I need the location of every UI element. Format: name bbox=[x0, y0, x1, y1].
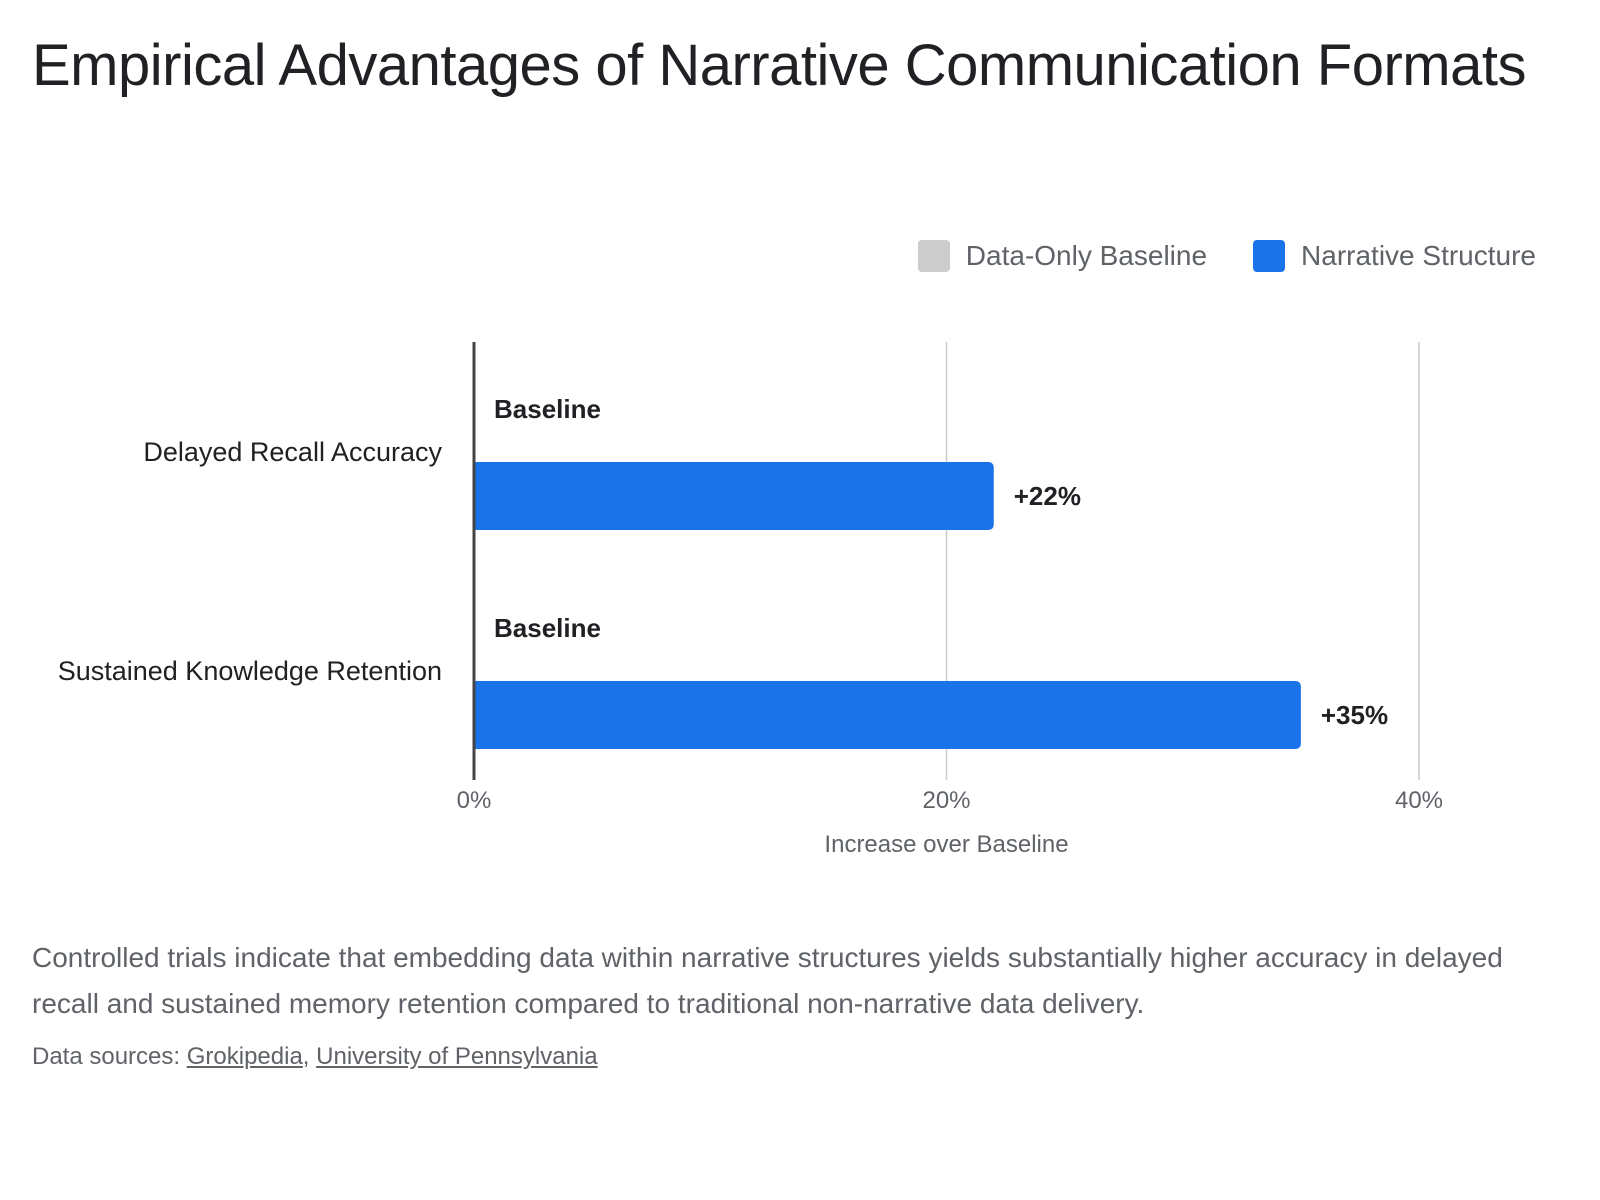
x-tick-label-1: 20% bbox=[922, 787, 970, 814]
narrative-bar-0 bbox=[474, 462, 994, 530]
x-axis-title: Increase over Baseline bbox=[824, 831, 1068, 858]
narrative-bar-1 bbox=[474, 681, 1301, 749]
y-category-label-0: Delayed Recall Accuracy bbox=[143, 437, 442, 467]
narrative-bar-square-edge-0 bbox=[474, 462, 484, 530]
y-category-label-1: Sustained Knowledge Retention bbox=[58, 656, 442, 686]
narrative-data-label-0: +22% bbox=[1014, 481, 1081, 511]
legend-item-baseline: Data-Only Baseline bbox=[917, 240, 1208, 272]
bar-chart: 0% 20% 40% Increase over Baseline Delayed Re… bbox=[58, 342, 1443, 858]
x-tick-label-0: 0% bbox=[457, 787, 492, 814]
legend-item-narrative: Narrative Structure bbox=[1253, 240, 1536, 272]
x-tick-label-2: 40% bbox=[1395, 787, 1443, 814]
baseline-data-label-0: Baseline bbox=[494, 394, 601, 424]
source-link-upenn[interactable]: University of Pennsylvania bbox=[316, 1043, 598, 1070]
sources-separator: , bbox=[302, 1043, 317, 1070]
baseline-data-label-1: Baseline bbox=[494, 613, 601, 643]
source-link-grokipedia[interactable]: Grokipedia bbox=[186, 1043, 303, 1070]
legend-label-narrative: Narrative Structure bbox=[1301, 240, 1536, 271]
narrative-data-label-1: +35% bbox=[1321, 700, 1388, 730]
data-sources: Data sources: Grokipedia, University of … bbox=[32, 1043, 598, 1071]
chart-caption: Controlled trials indicate that embeddin… bbox=[32, 942, 1503, 1019]
narrative-bar-square-edge-1 bbox=[474, 681, 484, 749]
chart-title: Empirical Advantages of Narrative Commun… bbox=[32, 33, 1526, 98]
legend-swatch-baseline bbox=[917, 240, 950, 272]
sources-prefix: Data sources: bbox=[32, 1043, 187, 1070]
legend-swatch-narrative bbox=[1253, 240, 1286, 272]
legend-label-baseline: Data-Only Baseline bbox=[965, 240, 1208, 271]
legend: Data-Only Baseline Narrative Structure bbox=[917, 240, 1536, 272]
